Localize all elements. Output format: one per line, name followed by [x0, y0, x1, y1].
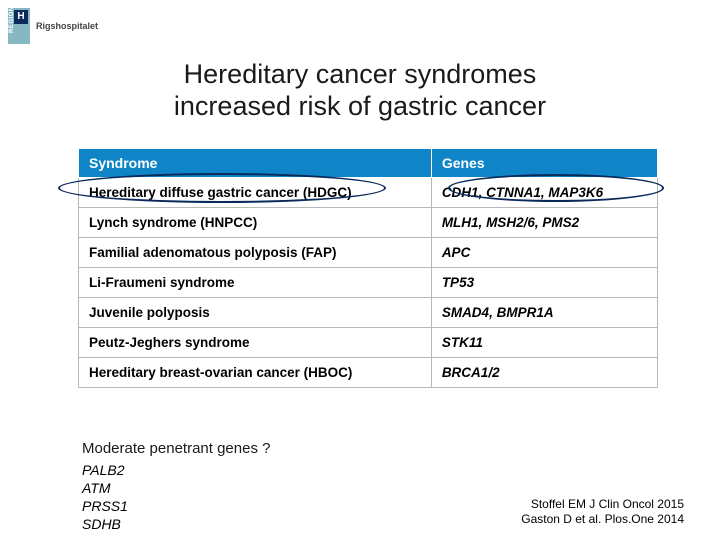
citation-line: Stoffel EM J Clin Oncol 2015	[521, 497, 684, 513]
cell-syndrome: Hereditary diffuse gastric cancer (HDGC)	[79, 178, 432, 208]
cell-syndrome: Li-Fraumeni syndrome	[79, 268, 432, 298]
citation: Stoffel EM J Clin Oncol 2015 Gaston D et…	[521, 497, 684, 528]
table-row: Lynch syndrome (HNPCC) MLH1, MSH2/6, PMS…	[79, 208, 658, 238]
gene-item: ATM	[82, 480, 128, 498]
cell-syndrome: Lynch syndrome (HNPCC)	[79, 208, 432, 238]
gene-item: PRSS1	[82, 498, 128, 516]
title-line1: Hereditary cancer syndromes	[184, 59, 537, 89]
cell-genes: BRCA1/2	[431, 358, 657, 388]
cell-genes: CDH1, CTNNA1, MAP3K6	[431, 178, 657, 208]
cell-genes: STK11	[431, 328, 657, 358]
table-row: Peutz-Jeghers syndrome STK11	[79, 328, 658, 358]
syndrome-table-wrap: Syndrome Genes Hereditary diffuse gastri…	[78, 148, 658, 388]
cell-genes: MLH1, MSH2/6, PMS2	[431, 208, 657, 238]
syndrome-table: Syndrome Genes Hereditary diffuse gastri…	[78, 148, 658, 388]
table-row: Juvenile polyposis SMAD4, BMPR1A	[79, 298, 658, 328]
cell-syndrome: Juvenile polyposis	[79, 298, 432, 328]
moderate-genes-list: PALB2 ATM PRSS1 SDHB	[82, 462, 128, 534]
cell-syndrome: Hereditary breast-ovarian cancer (HBOC)	[79, 358, 432, 388]
cell-syndrome: Peutz-Jeghers syndrome	[79, 328, 432, 358]
region-badge: REGION H	[8, 8, 30, 44]
citation-line: Gaston D et al. Plos.One 2014	[521, 512, 684, 528]
title-line2: increased risk of gastric cancer	[174, 91, 546, 121]
moderate-heading: Moderate penetrant genes ?	[82, 440, 270, 457]
cell-genes: TP53	[431, 268, 657, 298]
table-row: Hereditary diffuse gastric cancer (HDGC)…	[79, 178, 658, 208]
cell-genes: SMAD4, BMPR1A	[431, 298, 657, 328]
gene-item: SDHB	[82, 516, 128, 534]
page-title: Hereditary cancer syndromes increased ri…	[0, 58, 720, 123]
table-header-row: Syndrome Genes	[79, 149, 658, 178]
table-row: Familial adenomatous polyposis (FAP) APC	[79, 238, 658, 268]
cell-syndrome: Familial adenomatous polyposis (FAP)	[79, 238, 432, 268]
col-syndrome: Syndrome	[79, 149, 432, 178]
h-square: H	[14, 10, 28, 24]
gene-item: PALB2	[82, 462, 128, 480]
logo-area: REGION H Rigshospitalet	[8, 8, 98, 44]
col-genes: Genes	[431, 149, 657, 178]
table-row: Hereditary breast-ovarian cancer (HBOC) …	[79, 358, 658, 388]
hospital-name: Rigshospitalet	[36, 21, 98, 31]
cell-genes: APC	[431, 238, 657, 268]
table-row: Li-Fraumeni syndrome TP53	[79, 268, 658, 298]
